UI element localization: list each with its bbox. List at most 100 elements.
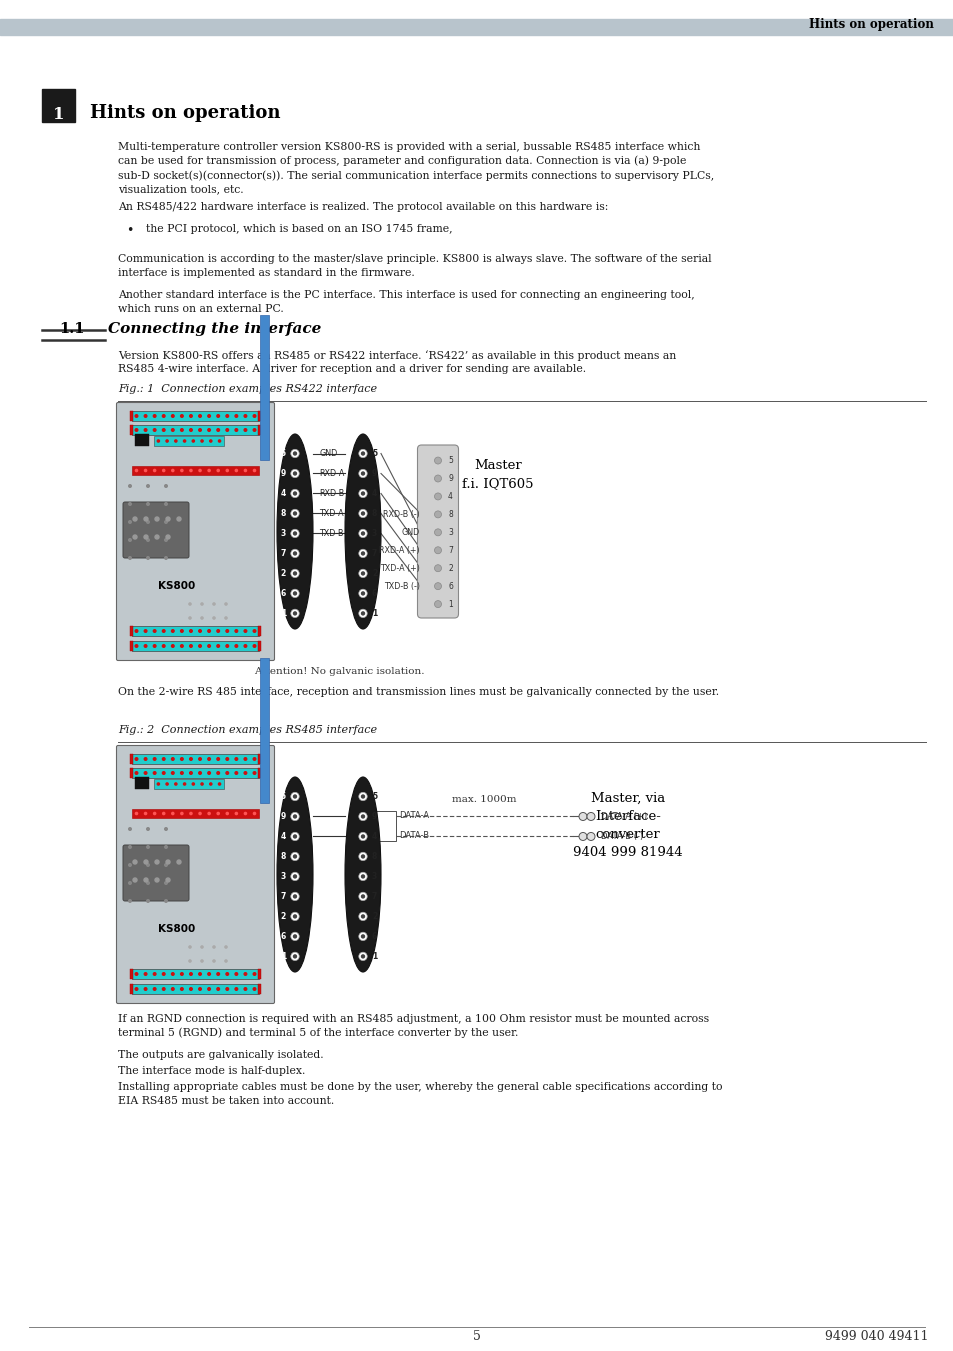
Circle shape [360, 471, 365, 476]
Circle shape [165, 539, 167, 542]
Circle shape [166, 782, 168, 785]
Circle shape [153, 973, 155, 975]
Circle shape [235, 469, 237, 471]
Text: 4: 4 [280, 832, 286, 840]
Text: 2: 2 [372, 569, 376, 578]
Circle shape [210, 782, 212, 785]
Circle shape [129, 846, 132, 848]
Circle shape [190, 415, 193, 417]
Circle shape [244, 973, 247, 975]
Circle shape [129, 485, 132, 488]
Circle shape [153, 812, 155, 815]
Circle shape [199, 812, 201, 815]
Bar [0, 19, 953, 35]
Circle shape [166, 517, 170, 521]
Circle shape [208, 988, 211, 990]
Ellipse shape [345, 434, 380, 630]
Text: Attention! No galvanic isolation.: Attention! No galvanic isolation. [253, 667, 424, 676]
Text: 3: 3 [372, 871, 376, 881]
Circle shape [162, 630, 165, 632]
Circle shape [190, 988, 193, 990]
Circle shape [147, 846, 149, 848]
Circle shape [226, 644, 229, 647]
Circle shape [244, 988, 247, 990]
Circle shape [166, 535, 170, 539]
Circle shape [165, 882, 167, 885]
Circle shape [253, 771, 255, 774]
Text: 9: 9 [280, 469, 286, 478]
FancyBboxPatch shape [417, 444, 458, 617]
Circle shape [147, 900, 149, 902]
Text: If an RGND connection is required with an RS485 adjustment, a 100 Ohm resistor m: If an RGND connection is required with a… [118, 1015, 708, 1039]
Circle shape [226, 988, 229, 990]
Circle shape [358, 530, 367, 538]
Text: 6: 6 [280, 589, 286, 598]
Text: 4: 4 [372, 489, 376, 499]
Circle shape [434, 547, 441, 554]
Circle shape [198, 415, 201, 417]
Text: GND: GND [401, 528, 419, 536]
Circle shape [165, 863, 167, 866]
Circle shape [172, 758, 173, 761]
Circle shape [147, 863, 149, 866]
Bar [130, 640, 133, 651]
Circle shape [180, 988, 183, 990]
Circle shape [180, 812, 183, 815]
Circle shape [434, 476, 441, 482]
FancyBboxPatch shape [116, 403, 274, 661]
Circle shape [144, 415, 147, 417]
Bar [130, 767, 133, 778]
Circle shape [358, 792, 367, 801]
Circle shape [190, 644, 193, 647]
Circle shape [208, 469, 210, 471]
Circle shape [234, 630, 237, 632]
Circle shape [165, 520, 167, 523]
Circle shape [358, 932, 367, 940]
Circle shape [162, 973, 165, 975]
Circle shape [244, 415, 247, 417]
Text: RXD-A (+): RXD-A (+) [379, 546, 419, 555]
Circle shape [291, 530, 299, 538]
Circle shape [201, 617, 203, 619]
Text: 9: 9 [448, 474, 453, 484]
Circle shape [172, 630, 173, 632]
Bar [371, 812, 395, 842]
Text: 1.1: 1.1 [59, 322, 85, 336]
Circle shape [135, 758, 137, 761]
Circle shape [434, 565, 441, 571]
Circle shape [360, 571, 365, 576]
Circle shape [144, 630, 147, 632]
Circle shape [198, 973, 201, 975]
Circle shape [144, 878, 148, 882]
Circle shape [147, 485, 149, 488]
Circle shape [291, 832, 299, 840]
Circle shape [190, 469, 192, 471]
Circle shape [226, 469, 228, 471]
Text: 4: 4 [372, 832, 376, 840]
Circle shape [190, 771, 193, 774]
Circle shape [208, 973, 211, 975]
Circle shape [147, 539, 149, 542]
Circle shape [358, 550, 367, 558]
Circle shape [132, 517, 137, 521]
Circle shape [216, 771, 219, 774]
Bar [130, 754, 133, 765]
Text: Connecting the interface: Connecting the interface [108, 322, 321, 336]
Circle shape [198, 988, 201, 990]
Circle shape [218, 440, 220, 442]
Circle shape [208, 812, 210, 815]
Text: 5: 5 [372, 449, 376, 458]
Text: RXD-B: RXD-B [318, 489, 344, 497]
Text: max. 1000m: max. 1000m [452, 796, 517, 804]
Bar [132, 969, 259, 979]
Circle shape [132, 861, 137, 865]
Circle shape [434, 511, 441, 517]
Circle shape [129, 900, 132, 902]
Text: 8: 8 [448, 509, 453, 519]
Circle shape [129, 863, 132, 866]
Circle shape [172, 428, 173, 431]
Circle shape [586, 812, 595, 820]
Circle shape [244, 630, 247, 632]
Circle shape [360, 531, 365, 535]
Bar [257, 984, 261, 994]
